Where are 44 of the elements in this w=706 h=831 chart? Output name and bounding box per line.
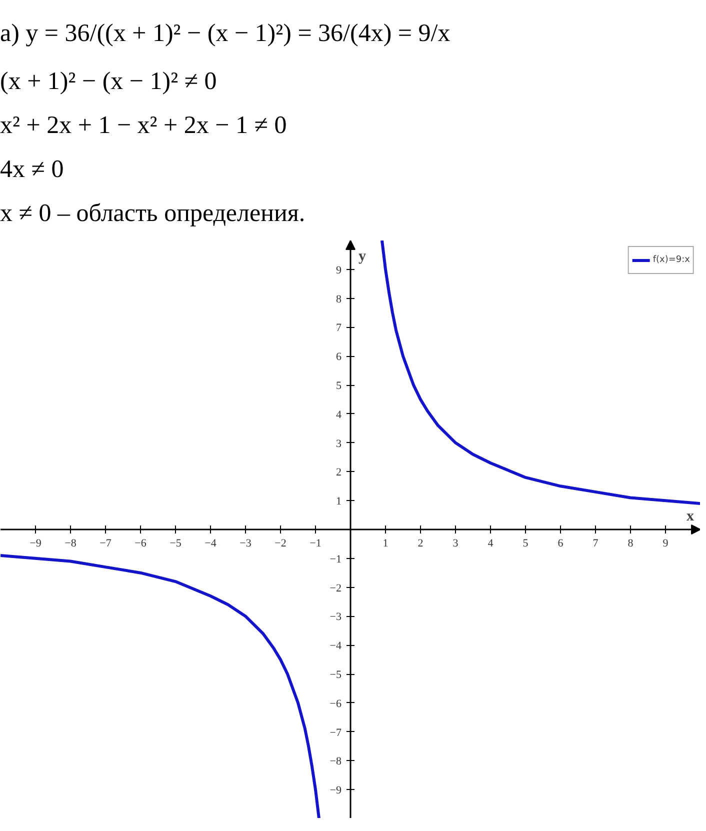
y-tick-label: −8 <box>330 756 342 768</box>
y-tick-label: −7 <box>330 726 342 739</box>
y-tick-label: 1 <box>336 496 342 508</box>
x-axis-title: x <box>686 508 694 524</box>
y-tick-label: −2 <box>330 582 342 594</box>
x-tick-label: −2 <box>274 538 286 550</box>
x-tick-label: −4 <box>204 538 217 550</box>
y-tick-label: −5 <box>330 669 342 681</box>
y-tick-label: −9 <box>330 784 342 797</box>
y-axis-title: y <box>358 248 366 264</box>
y-tick-label: −3 <box>330 611 342 624</box>
text: x ≠ 0 – область определения. <box>0 199 306 229</box>
text: (x + 1)² − (x − 1)² ≠ 0 <box>0 67 218 97</box>
y-tick-label: −1 <box>330 553 342 566</box>
x-tick-label: 9 <box>662 538 669 550</box>
x-tick-label: 8 <box>628 538 634 550</box>
x-tick-label: 7 <box>592 538 599 550</box>
x-tick-label: −9 <box>30 538 42 550</box>
text: а) y = 36/((x + 1)² − (x − 1)²) = 36/(4x) = 9/x <box>0 19 450 49</box>
text: 4x ≠ 0 <box>0 155 65 185</box>
x-tick-label: 5 <box>522 538 529 550</box>
text: x² + 2x + 1 − x² + 2x − 1 ≠ 0 <box>0 111 288 141</box>
y-tick-label: 3 <box>336 438 342 450</box>
y-tick-label: −4 <box>330 640 342 652</box>
y-tick-label: 6 <box>336 351 342 364</box>
x-tick-label: −1 <box>310 538 322 550</box>
y-tick-label: 4 <box>336 408 342 421</box>
y-tick-label: 9 <box>336 264 342 276</box>
y-tick-label: 2 <box>336 466 342 479</box>
x-tick-label: 4 <box>488 538 494 550</box>
y-tick-label: −6 <box>330 698 342 710</box>
x-tick-label: 2 <box>418 538 424 550</box>
y-tick-label: 7 <box>336 322 342 334</box>
x-tick-label: 3 <box>452 538 459 550</box>
y-tick-label: 5 <box>336 380 342 392</box>
x-tick-label: −5 <box>170 538 182 550</box>
x-tick-label: −7 <box>100 538 112 550</box>
y-tick-label: 8 <box>336 293 342 306</box>
x-tick-label: −3 <box>240 538 252 550</box>
x-tick-label: −6 <box>134 538 147 550</box>
x-tick-label: 6 <box>558 538 564 550</box>
x-tick-label: −8 <box>64 538 77 550</box>
legend-label: f(x)=9:x <box>652 255 690 265</box>
x-tick-label: 1 <box>382 538 388 550</box>
